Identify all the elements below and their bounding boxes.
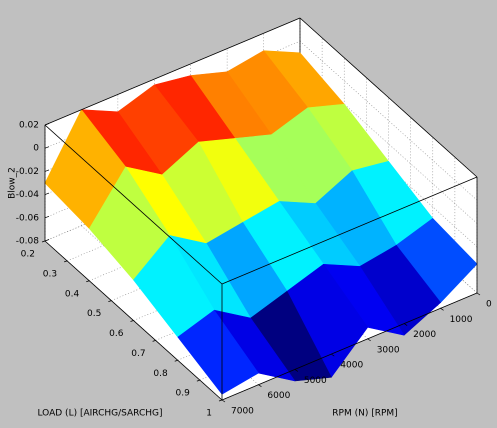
axis-box-edge: [44, 17, 301, 126]
y-tick-label: 0.3: [43, 269, 57, 279]
z-tick-label: -0.06: [16, 213, 40, 223]
y-tick-label: 0.5: [87, 309, 101, 319]
y-tick-label: 0.7: [131, 349, 145, 359]
z-tick-label: 0: [33, 144, 39, 154]
x-axis-label: RPM (N) [RPM]: [332, 409, 397, 419]
z-tick: [44, 146, 50, 149]
z-tick: [44, 192, 50, 195]
axis-box-edge: [44, 124, 223, 285]
x-tick-label: 5000: [304, 376, 327, 386]
y-tick: [108, 300, 112, 302]
y-tick-label: 0.9: [176, 389, 191, 399]
z-tick: [44, 239, 50, 242]
x-tick-label: 1000: [450, 315, 473, 325]
axis-box-edge: [221, 292, 478, 401]
y-tick-label: 0.4: [65, 289, 80, 299]
x-tick: [258, 384, 262, 388]
axis-box-edge: [44, 240, 223, 401]
y-tick: [152, 340, 156, 342]
y-tick-label: 1: [206, 409, 212, 419]
x-tick-label: 6000: [267, 391, 290, 401]
y-tick: [64, 260, 68, 263]
z-axis-label: Blow_2: [8, 167, 18, 199]
y-tick: [218, 399, 223, 402]
z-tick-label: 0.02: [19, 121, 39, 131]
x-tick: [476, 292, 481, 296]
y-tick-label: 0.2: [21, 250, 35, 260]
z-tick-label: -0.04: [16, 190, 40, 200]
axis-box-edge: [221, 176, 478, 285]
x-tick: [367, 338, 371, 342]
y-tick: [130, 320, 134, 322]
z-tick: [44, 169, 50, 172]
y-tick-label: 0.6: [109, 329, 124, 339]
x-tick: [403, 323, 408, 326]
x-tick-label: 2000: [413, 330, 436, 340]
grid-line: [299, 40, 478, 201]
x-tick-label: 4000: [340, 361, 363, 371]
y-tick: [196, 379, 200, 382]
z-tick-label: -0.08: [16, 237, 40, 247]
y-tick: [41, 240, 46, 243]
x-tick: [294, 369, 299, 372]
x-tick-label: 7000: [231, 407, 254, 417]
x-tick: [331, 353, 335, 357]
axis-box-edge: [299, 17, 478, 178]
x-tick: [221, 399, 226, 403]
y-tick: [86, 280, 90, 283]
x-tick: [440, 307, 444, 311]
z-tick: [44, 215, 50, 219]
y-tick: [174, 359, 178, 362]
z-tick-label: -0.02: [16, 167, 39, 177]
x-tick-label: 3000: [377, 345, 400, 355]
y-axis-label: LOAD (L) [AIRCHG/SARCHG]: [37, 409, 162, 419]
y-tick-label: 0.8: [153, 369, 168, 379]
x-tick-label: 0: [486, 300, 492, 310]
